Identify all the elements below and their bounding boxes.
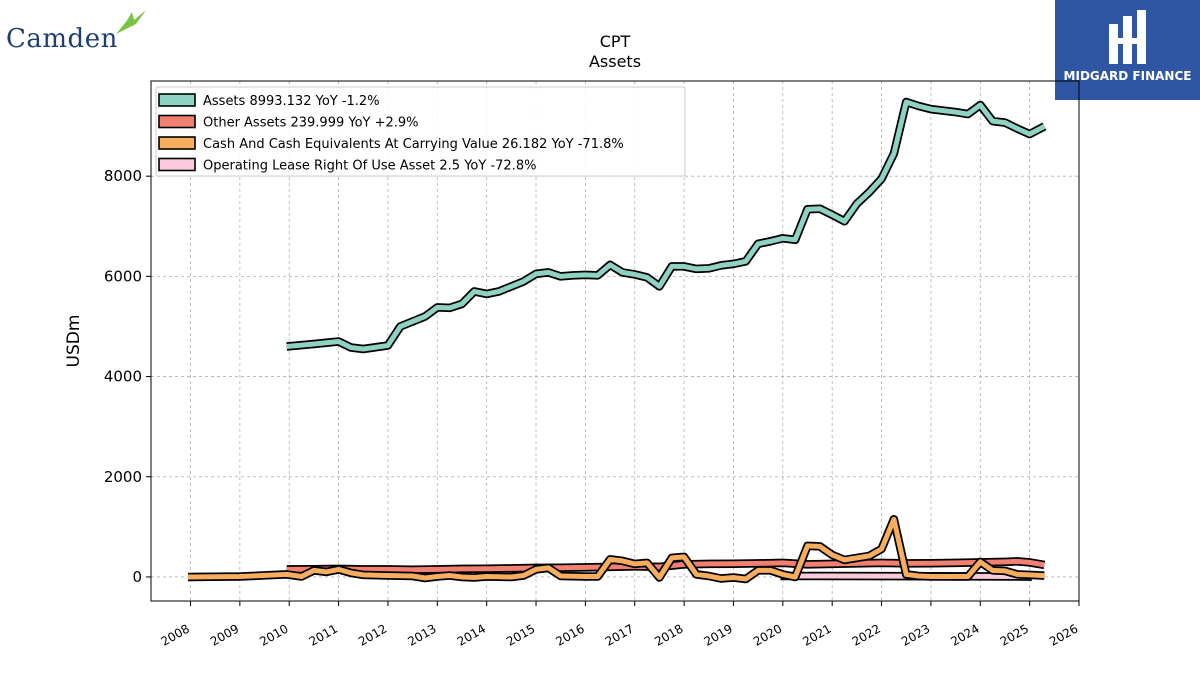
legend-entry-label: Assets 8993.132 YoY -1.2% bbox=[203, 94, 380, 109]
other-assets-line bbox=[286, 558, 1045, 573]
midgard-emblem-icon bbox=[1109, 10, 1146, 64]
x-tick-label: 2011 bbox=[307, 621, 340, 648]
x-tick-label: 2012 bbox=[356, 621, 389, 648]
x-tick-label: 2014 bbox=[455, 621, 488, 648]
chart-subtitle: Assets bbox=[589, 52, 641, 71]
series-lines bbox=[187, 97, 1047, 584]
x-tick-label: 2010 bbox=[257, 621, 290, 648]
x-tick-label: 2009 bbox=[208, 621, 241, 648]
x-tick-label: 2020 bbox=[751, 621, 784, 648]
y-axis-ticks: 0 2000 4000 6000 8000 bbox=[104, 167, 151, 586]
legend-entry-label: Other Assets 239.999 YoY +2.9% bbox=[203, 116, 419, 131]
legend-swatch bbox=[158, 93, 196, 107]
legend-entry-label: Operating Lease Right Of Use Asset 2.5 Y… bbox=[203, 159, 536, 174]
legend-box bbox=[155, 86, 686, 177]
x-tick-label: 2018 bbox=[652, 621, 685, 648]
cash-and-cash-equivalents-at-carrying-value-line bbox=[187, 516, 1045, 582]
midgard-finance-text: MIDGARD FINANCE bbox=[1063, 69, 1192, 83]
x-tick-label: 2013 bbox=[405, 621, 438, 648]
x-axis-ticks: 2008 2009 2010 2011 2012 2013 2014 2015 2016 2017… bbox=[159, 601, 1081, 649]
camden-logo: Camden bbox=[6, 8, 146, 58]
x-tick-label: 2019 bbox=[702, 621, 735, 648]
x-tick-label: 2024 bbox=[948, 621, 981, 648]
x-tick-label: 2008 bbox=[159, 621, 192, 648]
legend-swatch bbox=[158, 114, 196, 129]
legend: Assets 8993.132 YoY -1.2% Other Assets 23… bbox=[155, 86, 686, 177]
y-axis-label: USDm bbox=[64, 315, 84, 368]
plot-frame bbox=[150, 80, 1080, 602]
legend-swatch bbox=[158, 157, 196, 172]
chart-title: CPT bbox=[600, 32, 631, 51]
y-tick-label: 0 bbox=[132, 568, 142, 586]
x-tick-label: 2026 bbox=[1047, 621, 1080, 648]
camden-logo-text: Camden bbox=[6, 24, 118, 54]
x-tick-label: 2017 bbox=[603, 621, 636, 648]
x-tick-label: 2016 bbox=[553, 621, 586, 648]
x-tick-label: 2015 bbox=[504, 621, 537, 648]
y-tick-label: 6000 bbox=[104, 267, 142, 285]
x-tick-label: 2025 bbox=[998, 621, 1031, 648]
legend-entry-label: Cash And Cash Equivalents At Carrying Va… bbox=[203, 137, 624, 152]
x-tick-label: 2023 bbox=[899, 621, 932, 648]
x-tick-label: 2022 bbox=[850, 621, 883, 648]
assets-line bbox=[286, 99, 1046, 352]
x-tick-label: 2021 bbox=[800, 621, 833, 648]
y-tick-label: 2000 bbox=[104, 468, 142, 486]
y-tick-label: 8000 bbox=[104, 167, 142, 185]
legend-swatch bbox=[158, 136, 196, 150]
y-tick-label: 4000 bbox=[104, 368, 142, 386]
hummingbird-icon bbox=[116, 10, 146, 34]
